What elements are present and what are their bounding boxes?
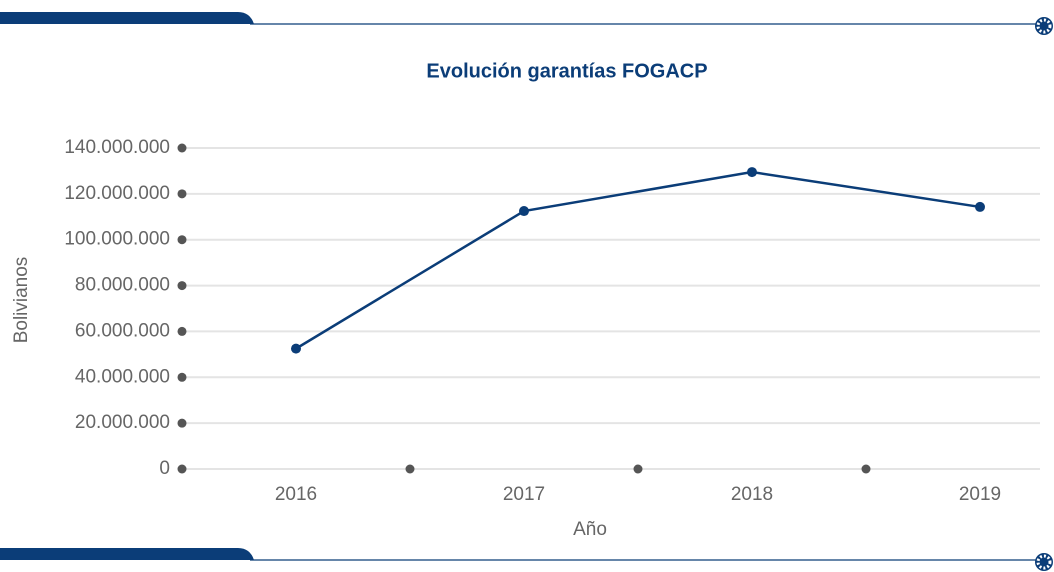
header-decoration [0,12,1053,35]
y-tick-label: 80.000.000 [75,275,170,296]
y-tick-mark [177,189,187,199]
y-tick-mark [177,418,187,428]
y-tick-label: 20.000.000 [75,412,170,433]
y-tick-label: 40.000.000 [75,366,170,387]
x-boundary-dot [861,464,871,474]
x-tick-label: 2019 [959,484,1001,505]
y-tick-mark [177,326,187,336]
point [519,206,529,217]
y-tick-label: 100.000.000 [64,229,170,250]
y-tick-mark [177,372,187,382]
chart-title: Evolución garantías FOGACP [426,60,707,82]
footer-decoration [0,548,1053,571]
line [295,170,981,350]
y-axis-label: Bolivianos [11,257,32,344]
y-tick-mark [177,281,187,291]
point [747,167,757,178]
point [291,343,301,354]
y-tick-label: 0 [159,458,170,479]
x-axis-label: Año [573,519,607,540]
x-tick-label: 2018 [731,484,773,505]
y-tick-label: 60.000.000 [75,320,170,341]
x-tick-label: 2016 [275,484,317,505]
y-tick-label: 120.000.000 [64,183,170,204]
x-boundary-dot [633,464,643,474]
y-tick-label: 140.000.000 [64,137,170,158]
y-tick-mark [177,143,187,153]
point [975,201,985,212]
x-tick-label: 2017 [503,484,545,505]
y-tick-mark [177,235,187,245]
x-boundary-dot [405,464,415,474]
y-tick-mark [177,464,187,474]
